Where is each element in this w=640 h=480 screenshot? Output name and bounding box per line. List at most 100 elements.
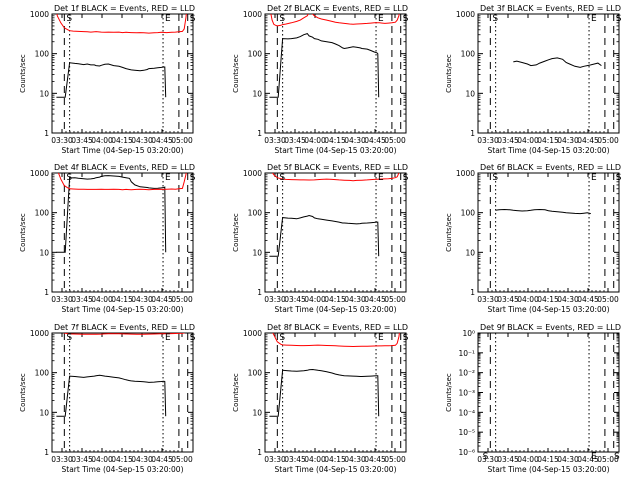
chart-title: Det 6f BLACK = Events, RED = LLD [480, 163, 621, 172]
marker-start-label: S [190, 173, 196, 183]
marker-start-label: S [403, 333, 409, 343]
marker-end-label: E [591, 14, 597, 24]
x-tick-label: 05:00 [597, 136, 619, 145]
x-tick-label: 04:30 [131, 295, 153, 304]
plot-frame [51, 332, 194, 453]
y-tick-label: 100 [248, 369, 263, 378]
y-tick-label: 10⁻⁵ [458, 428, 475, 437]
marker-start-label: S [66, 173, 72, 183]
plot-frame [264, 172, 407, 293]
x-tick-label: 04:30 [557, 295, 579, 304]
marker-end-label: E [378, 173, 384, 183]
x-tick-label: 04:00 [517, 136, 539, 145]
y-tick-label: 10⁻³ [458, 389, 475, 398]
x-tick-label: 04:00 [304, 136, 326, 145]
chart-panel-6: Det 6f BLACK = Events, RED = LLD 1 10 100 10… [445, 163, 622, 314]
x-tick-label: 04:45 [151, 136, 173, 145]
x-tick-label: 03:30 [477, 455, 499, 464]
series-line-events [513, 57, 602, 68]
marker-start-label: S [279, 14, 285, 24]
y-tick-label: 10⁻² [458, 369, 475, 378]
x-tick-label: 04:15 [324, 295, 346, 304]
x-axis-title: Start Time (04-Sep-15 03:20:00) [275, 146, 397, 155]
x-tick-label: 04:45 [577, 455, 599, 464]
x-tick-label: 03:30 [264, 455, 286, 464]
x-tick-label: 03:30 [264, 295, 286, 304]
x-tick-label: 03:30 [51, 455, 73, 464]
series-line-events [56, 62, 167, 98]
chart-title: Det 2f BLACK = Events, RED = LLD [267, 4, 408, 13]
y-axis-title: Counts/sec [445, 213, 453, 252]
marker-start-label: S [616, 14, 622, 24]
marker-end-label: E [165, 333, 171, 343]
chart-panel-4: Det 4f BLACK = Events, RED = LLD 1 10 100 10… [19, 163, 196, 314]
x-tick-label: 03:45 [284, 295, 306, 304]
series-line-lld [270, 14, 400, 27]
x-tick-label: 03:45 [284, 136, 306, 145]
series-line-lld [56, 14, 187, 34]
y-tick-label: 1000 [30, 10, 49, 19]
chart-title: Det 8f BLACK = Events, RED = LLD [267, 323, 408, 332]
x-tick-label: 04:30 [344, 455, 366, 464]
y-tick-label: 100 [35, 50, 50, 59]
y-tick-label: 1000 [243, 10, 262, 19]
y-tick-label: 1 [257, 288, 262, 297]
x-tick-label: 04:30 [131, 136, 153, 145]
marker-start-label: S [492, 14, 498, 24]
marker-start-label: S [614, 452, 620, 462]
y-tick-label: 10 [39, 408, 49, 417]
y-tick-label: 10⁻⁴ [458, 408, 475, 417]
series-line-lld [272, 333, 400, 348]
x-tick-label: 03:45 [284, 455, 306, 464]
x-tick-label: 03:45 [71, 455, 93, 464]
y-axis-title: Counts/sec [232, 213, 240, 252]
y-axis-title: Counts/sec [19, 373, 27, 412]
marker-start-label: S [616, 173, 622, 183]
chart-title: Det 7f BLACK = Events, RED = LLD [54, 323, 195, 332]
x-tick-label: 04:15 [324, 136, 346, 145]
y-axis-title: Counts/sec [445, 373, 453, 412]
x-tick-label: 05:00 [597, 295, 619, 304]
y-tick-label: 1000 [30, 169, 49, 178]
y-tick-label: 10 [39, 89, 49, 98]
series-line-lld [271, 173, 400, 182]
chart-title: Det 9f BLACK = Events, RED = LLD [480, 323, 621, 332]
chart-panel-3: Det 3f BLACK = Events, RED = LLD 1 10 100 10… [445, 4, 622, 155]
x-tick-label: 04:00 [517, 295, 539, 304]
x-axis-title: Start Time (04-Sep-15 03:20:00) [488, 146, 610, 155]
x-axis-title: Start Time (04-Sep-15 03:20:00) [488, 305, 610, 314]
y-tick-label: 100 [35, 209, 50, 218]
x-axis-title: Start Time (04-Sep-15 03:20:00) [62, 465, 184, 474]
x-tick-label: 04:15 [537, 136, 559, 145]
y-axis-title: Counts/sec [445, 54, 453, 93]
y-tick-label: 10⁻¹ [458, 349, 475, 358]
chart-title: Det 3f BLACK = Events, RED = LLD [480, 4, 621, 13]
y-axis-title: Counts/sec [19, 54, 27, 93]
series-line-events [269, 33, 380, 98]
marker-start-label: S [190, 333, 196, 343]
marker-end-label: E [165, 14, 171, 24]
series-line-events [56, 175, 167, 253]
chart-panel-8: Det 8f BLACK = Events, RED = LLD 1 10 100 10… [232, 323, 409, 474]
marker-end-label: E [591, 452, 597, 462]
plot-frame [51, 172, 194, 293]
y-tick-label: 1000 [243, 169, 262, 178]
y-tick-label: 10 [465, 248, 475, 257]
marker-start-label: S [190, 14, 196, 24]
x-tick-label: 05:00 [171, 455, 193, 464]
x-tick-label: 05:00 [171, 136, 193, 145]
series-line-events [56, 374, 167, 417]
x-tick-label: 04:00 [517, 455, 539, 464]
y-axis-title: Counts/sec [232, 373, 240, 412]
y-tick-label: 100 [461, 209, 476, 218]
y-tick-label: 10 [252, 89, 262, 98]
y-tick-label: 1000 [456, 10, 475, 19]
x-tick-label: 05:00 [384, 295, 406, 304]
marker-end-label: E [378, 14, 384, 24]
plot-frame [264, 13, 407, 134]
y-tick-label: 10 [465, 89, 475, 98]
y-tick-label: 10⁻⁶ [458, 448, 475, 457]
y-tick-label: 100 [35, 369, 50, 378]
x-tick-label: 04:30 [344, 295, 366, 304]
y-tick-label: 10 [252, 408, 262, 417]
